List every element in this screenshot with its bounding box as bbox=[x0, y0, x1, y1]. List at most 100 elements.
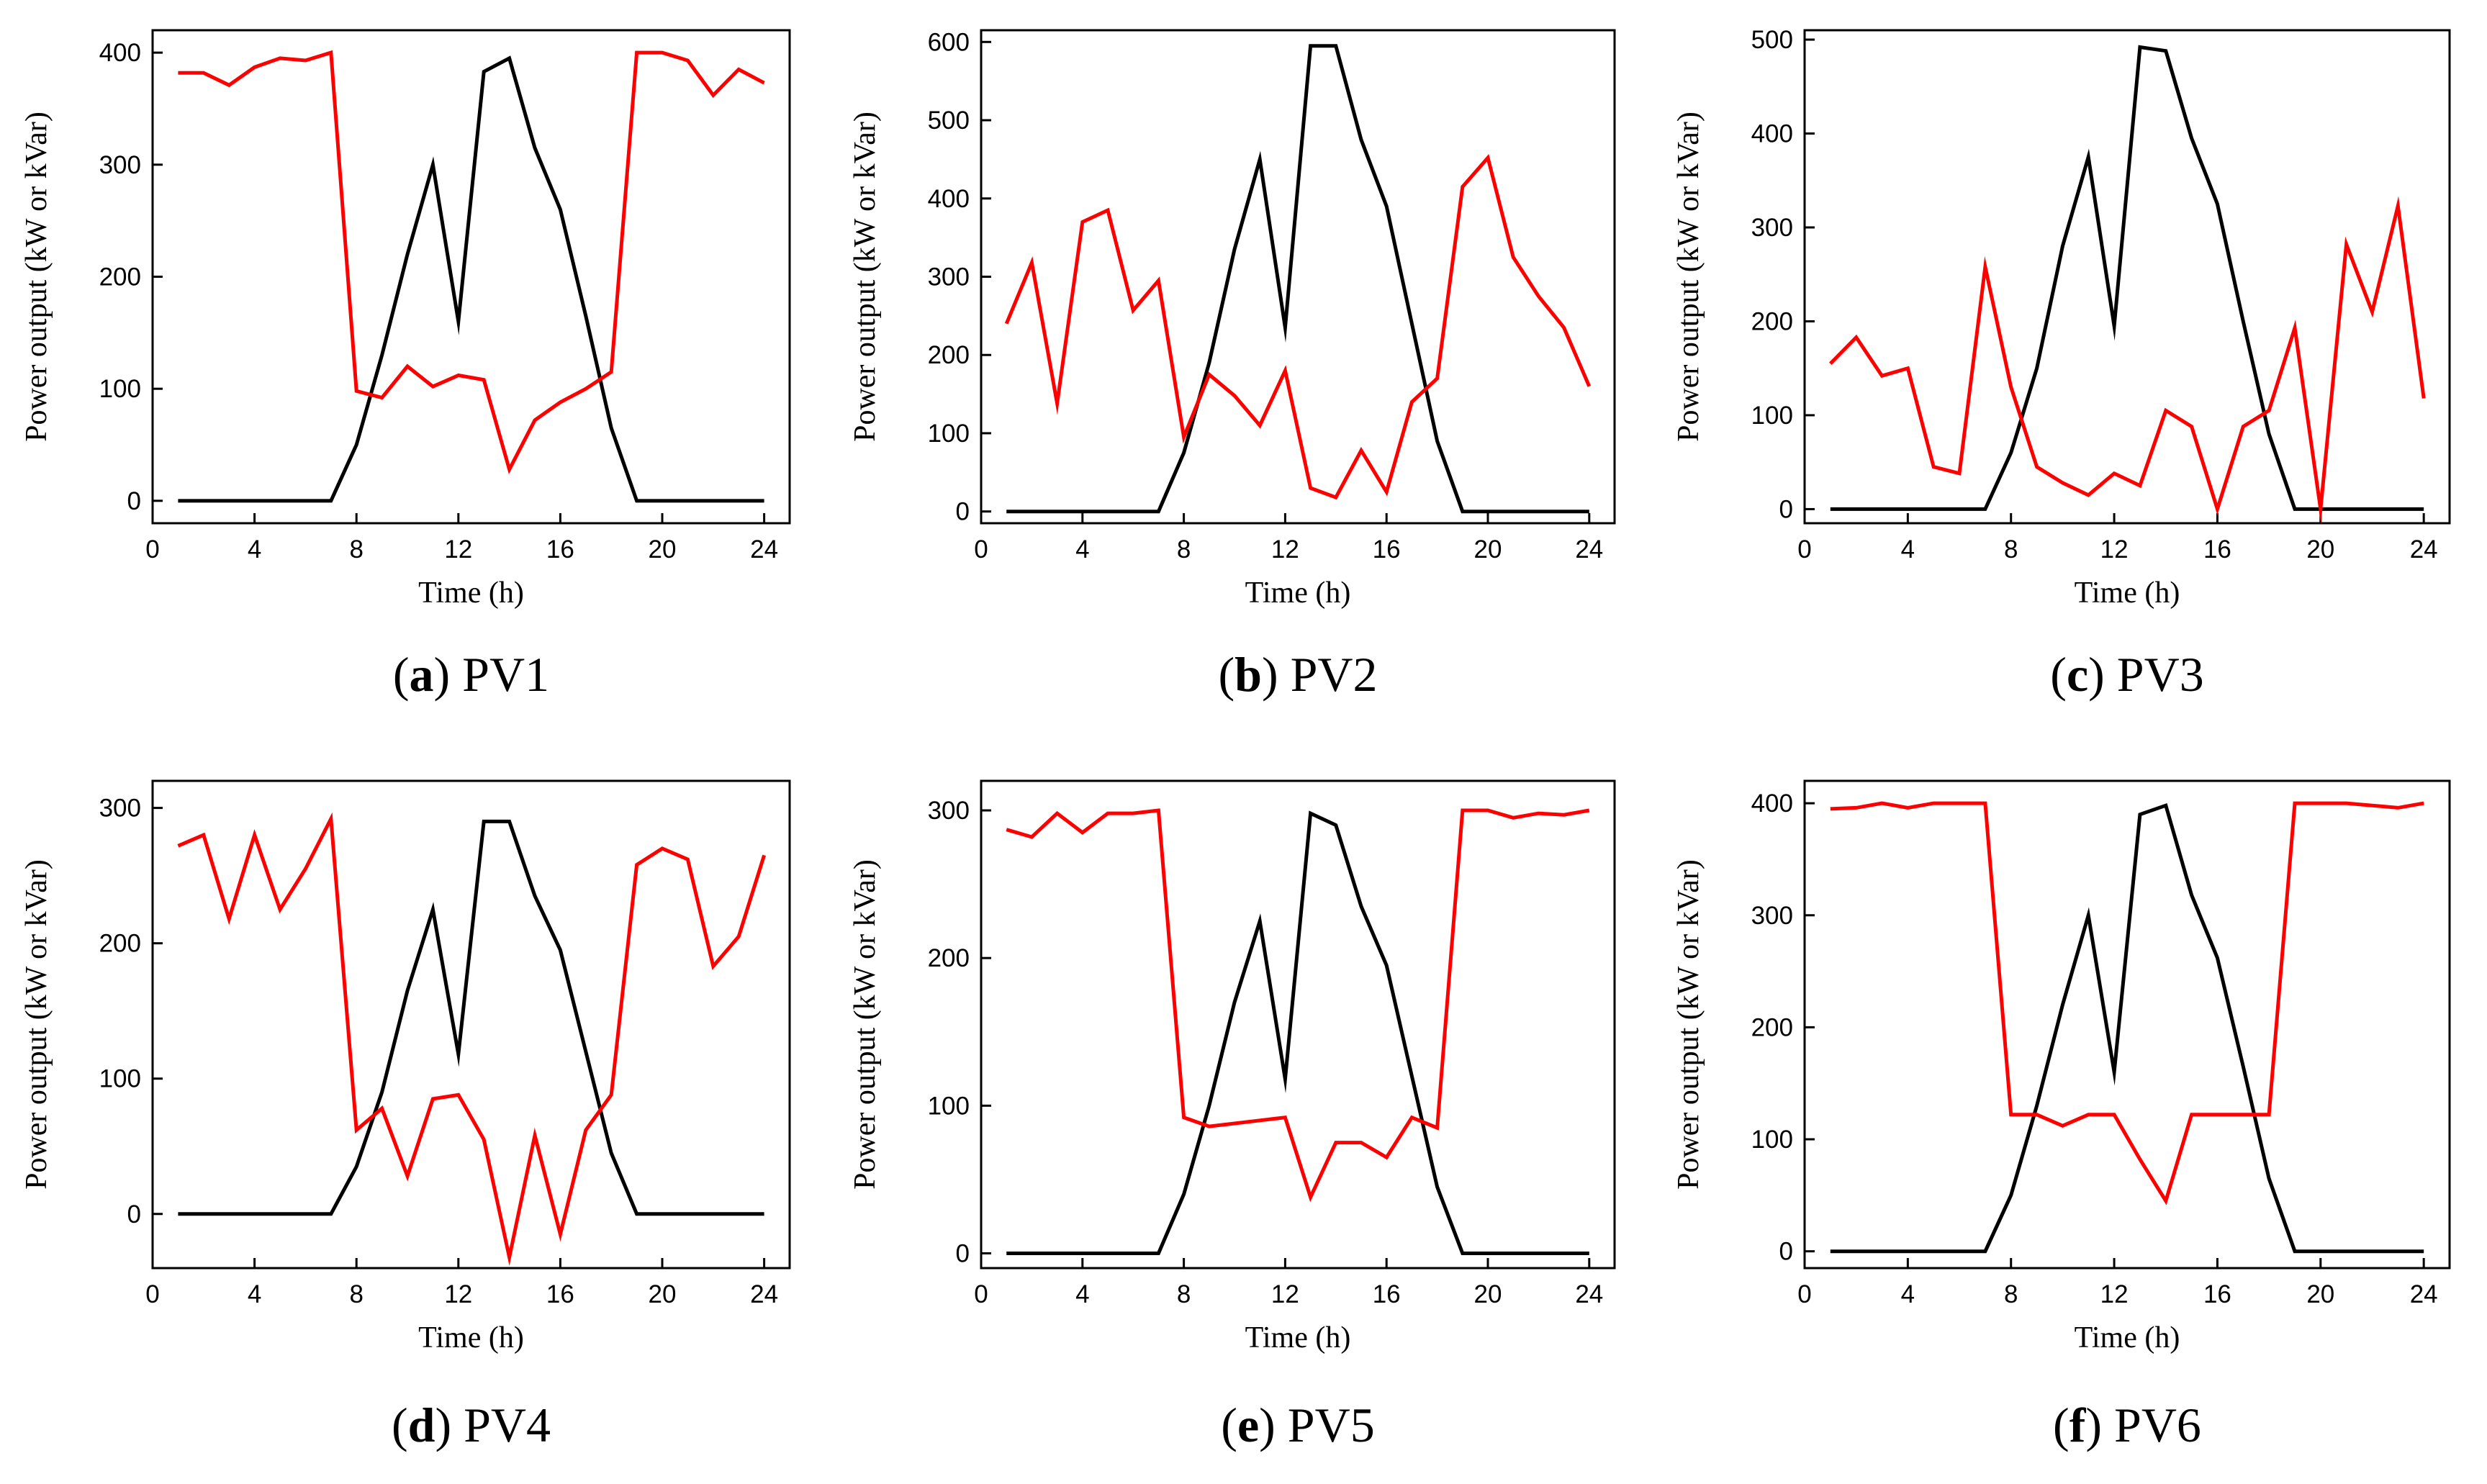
y-tick-label: 0 bbox=[127, 487, 141, 515]
series-line-reactive bbox=[178, 50, 765, 475]
y-tick-label: 200 bbox=[99, 930, 141, 958]
panel-caption: (c) PV3 bbox=[2050, 647, 2203, 702]
y-axis-title: Power output (kW or kVar) bbox=[849, 112, 882, 442]
x-tick-label: 8 bbox=[2004, 535, 2018, 564]
y-tick-label: 300 bbox=[928, 263, 970, 291]
x-tick-label: 20 bbox=[2306, 535, 2334, 564]
y-tick-label: 200 bbox=[1751, 307, 1793, 335]
plot-frame bbox=[1803, 779, 2451, 1270]
x-tick-label: 24 bbox=[2410, 535, 2438, 564]
x-tick-label: 8 bbox=[1177, 535, 1191, 564]
y-tick-label: 0 bbox=[1779, 495, 1793, 523]
y-tick-label: 300 bbox=[1751, 214, 1793, 242]
x-tick-label: 0 bbox=[1797, 1280, 1811, 1308]
caption-label: ) PV3 bbox=[2088, 647, 2204, 702]
x-tick-label: 16 bbox=[546, 535, 574, 564]
x-tick-label: 4 bbox=[1075, 535, 1089, 564]
x-tick-label: 4 bbox=[1901, 1280, 1915, 1308]
x-tick-label: 24 bbox=[1575, 1280, 1603, 1308]
x-axis-title: Time (h) bbox=[2075, 576, 2180, 610]
y-tick-label: 300 bbox=[99, 151, 141, 179]
y-tick-label: 100 bbox=[1751, 402, 1793, 430]
x-tick-label: 20 bbox=[2306, 1280, 2334, 1308]
series-line-reactive bbox=[1006, 808, 1590, 1203]
caption-paren-open: ( bbox=[1218, 647, 1235, 702]
series-line-reactive bbox=[1829, 196, 2426, 525]
x-tick-label: 20 bbox=[1474, 1280, 1502, 1308]
caption-label: ) PV6 bbox=[2085, 1398, 2201, 1452]
y-tick-label: 400 bbox=[99, 39, 141, 67]
caption-label: ) PV1 bbox=[434, 647, 550, 702]
series-line-active bbox=[1006, 44, 1589, 514]
x-tick-label: 24 bbox=[750, 1280, 778, 1308]
x-tick-label: 0 bbox=[145, 535, 159, 564]
caption-paren-open: ( bbox=[393, 647, 410, 702]
panel-caption: (d) PV4 bbox=[392, 1398, 551, 1452]
chart-panel-5: 0 4 8 12 16 20 24 0 100 200 300 Time (h) Power outpu… bbox=[849, 779, 1616, 1452]
x-tick-label: 16 bbox=[1373, 535, 1401, 564]
caption-letter: c bbox=[2067, 647, 2088, 702]
series-line-active bbox=[178, 55, 764, 503]
y-tick-label: 0 bbox=[956, 1239, 970, 1267]
series-line-active bbox=[1006, 810, 1589, 1255]
caption-paren-open: ( bbox=[2053, 1398, 2070, 1452]
series-line-reactive bbox=[1830, 801, 2424, 1205]
x-tick-label: 16 bbox=[2203, 1280, 2231, 1308]
x-tick-label: 4 bbox=[248, 1280, 261, 1308]
y-tick-label: 0 bbox=[1779, 1238, 1793, 1266]
plot-frame bbox=[980, 779, 1616, 1270]
y-tick-label: 100 bbox=[928, 1092, 970, 1120]
y-tick-label: 100 bbox=[928, 420, 970, 448]
x-tick-label: 0 bbox=[1797, 535, 1811, 564]
panel-caption: (f) PV6 bbox=[2053, 1398, 2201, 1452]
x-tick-label: 12 bbox=[1271, 535, 1299, 564]
y-axis-title: Power output (kW or kVar) bbox=[849, 859, 882, 1190]
y-tick-label: 300 bbox=[99, 795, 141, 823]
x-tick-label: 4 bbox=[1901, 535, 1915, 564]
y-tick-label: 300 bbox=[1751, 902, 1793, 930]
x-axis-title: Time (h) bbox=[1245, 576, 1351, 610]
y-tick-label: 300 bbox=[928, 797, 970, 825]
chart-panel-4: 0 4 8 12 16 20 24 0 100 200 300 Time (h) Power outpu… bbox=[20, 779, 791, 1452]
caption-letter: b bbox=[1235, 647, 1262, 702]
chart-panel-3: 0 4 8 12 16 20 24 0 100 200 300 400 500 Time (h) Power… bbox=[1672, 26, 2451, 702]
y-tick-label: 100 bbox=[1751, 1126, 1793, 1154]
panel-caption: (b) PV2 bbox=[1218, 647, 1377, 702]
caption-letter: d bbox=[408, 1398, 435, 1452]
y-axis-title: Power output (kW or kVar) bbox=[1672, 859, 1705, 1190]
y-axis-title: Power output (kW or kVar) bbox=[20, 112, 53, 442]
y-axis-title: Power output (kW or kVar) bbox=[1672, 112, 1705, 442]
x-tick-label: 4 bbox=[1075, 1280, 1089, 1308]
y-tick-label: 500 bbox=[1751, 26, 1793, 54]
caption-paren-open: ( bbox=[1221, 1398, 1237, 1452]
x-tick-label: 0 bbox=[974, 1280, 988, 1308]
plot-frame bbox=[151, 29, 791, 525]
chart-panel-6: 0 4 8 12 16 20 24 0 100 200 300 400 Time (h) Power ou… bbox=[1672, 779, 2451, 1452]
x-tick-label: 0 bbox=[974, 535, 988, 564]
y-tick-label: 200 bbox=[99, 263, 141, 291]
x-tick-label: 12 bbox=[2100, 535, 2129, 564]
x-tick-label: 12 bbox=[2100, 1280, 2129, 1308]
caption-label: ) PV4 bbox=[435, 1398, 551, 1452]
y-tick-label: 400 bbox=[928, 185, 970, 213]
x-tick-label: 8 bbox=[349, 535, 363, 564]
caption-label: ) PV5 bbox=[1259, 1398, 1375, 1452]
x-tick-label: 8 bbox=[349, 1280, 363, 1308]
x-tick-label: 24 bbox=[750, 535, 778, 564]
caption-letter: f bbox=[2070, 1398, 2087, 1452]
x-tick-label: 8 bbox=[2004, 1280, 2018, 1308]
y-tick-label: 200 bbox=[928, 341, 970, 369]
caption-letter: e bbox=[1237, 1398, 1259, 1452]
x-axis-title: Time (h) bbox=[418, 576, 524, 610]
x-tick-label: 20 bbox=[649, 1280, 677, 1308]
y-tick-label: 200 bbox=[928, 944, 970, 972]
x-axis-title: Time (h) bbox=[2075, 1321, 2180, 1354]
plot-frame bbox=[1803, 29, 2451, 525]
x-axis-title: Time (h) bbox=[1245, 1321, 1351, 1354]
caption-paren-open: ( bbox=[2050, 647, 2067, 702]
y-tick-label: 600 bbox=[928, 28, 970, 56]
x-tick-label: 8 bbox=[1177, 1280, 1191, 1308]
y-tick-label: 200 bbox=[1751, 1013, 1793, 1041]
